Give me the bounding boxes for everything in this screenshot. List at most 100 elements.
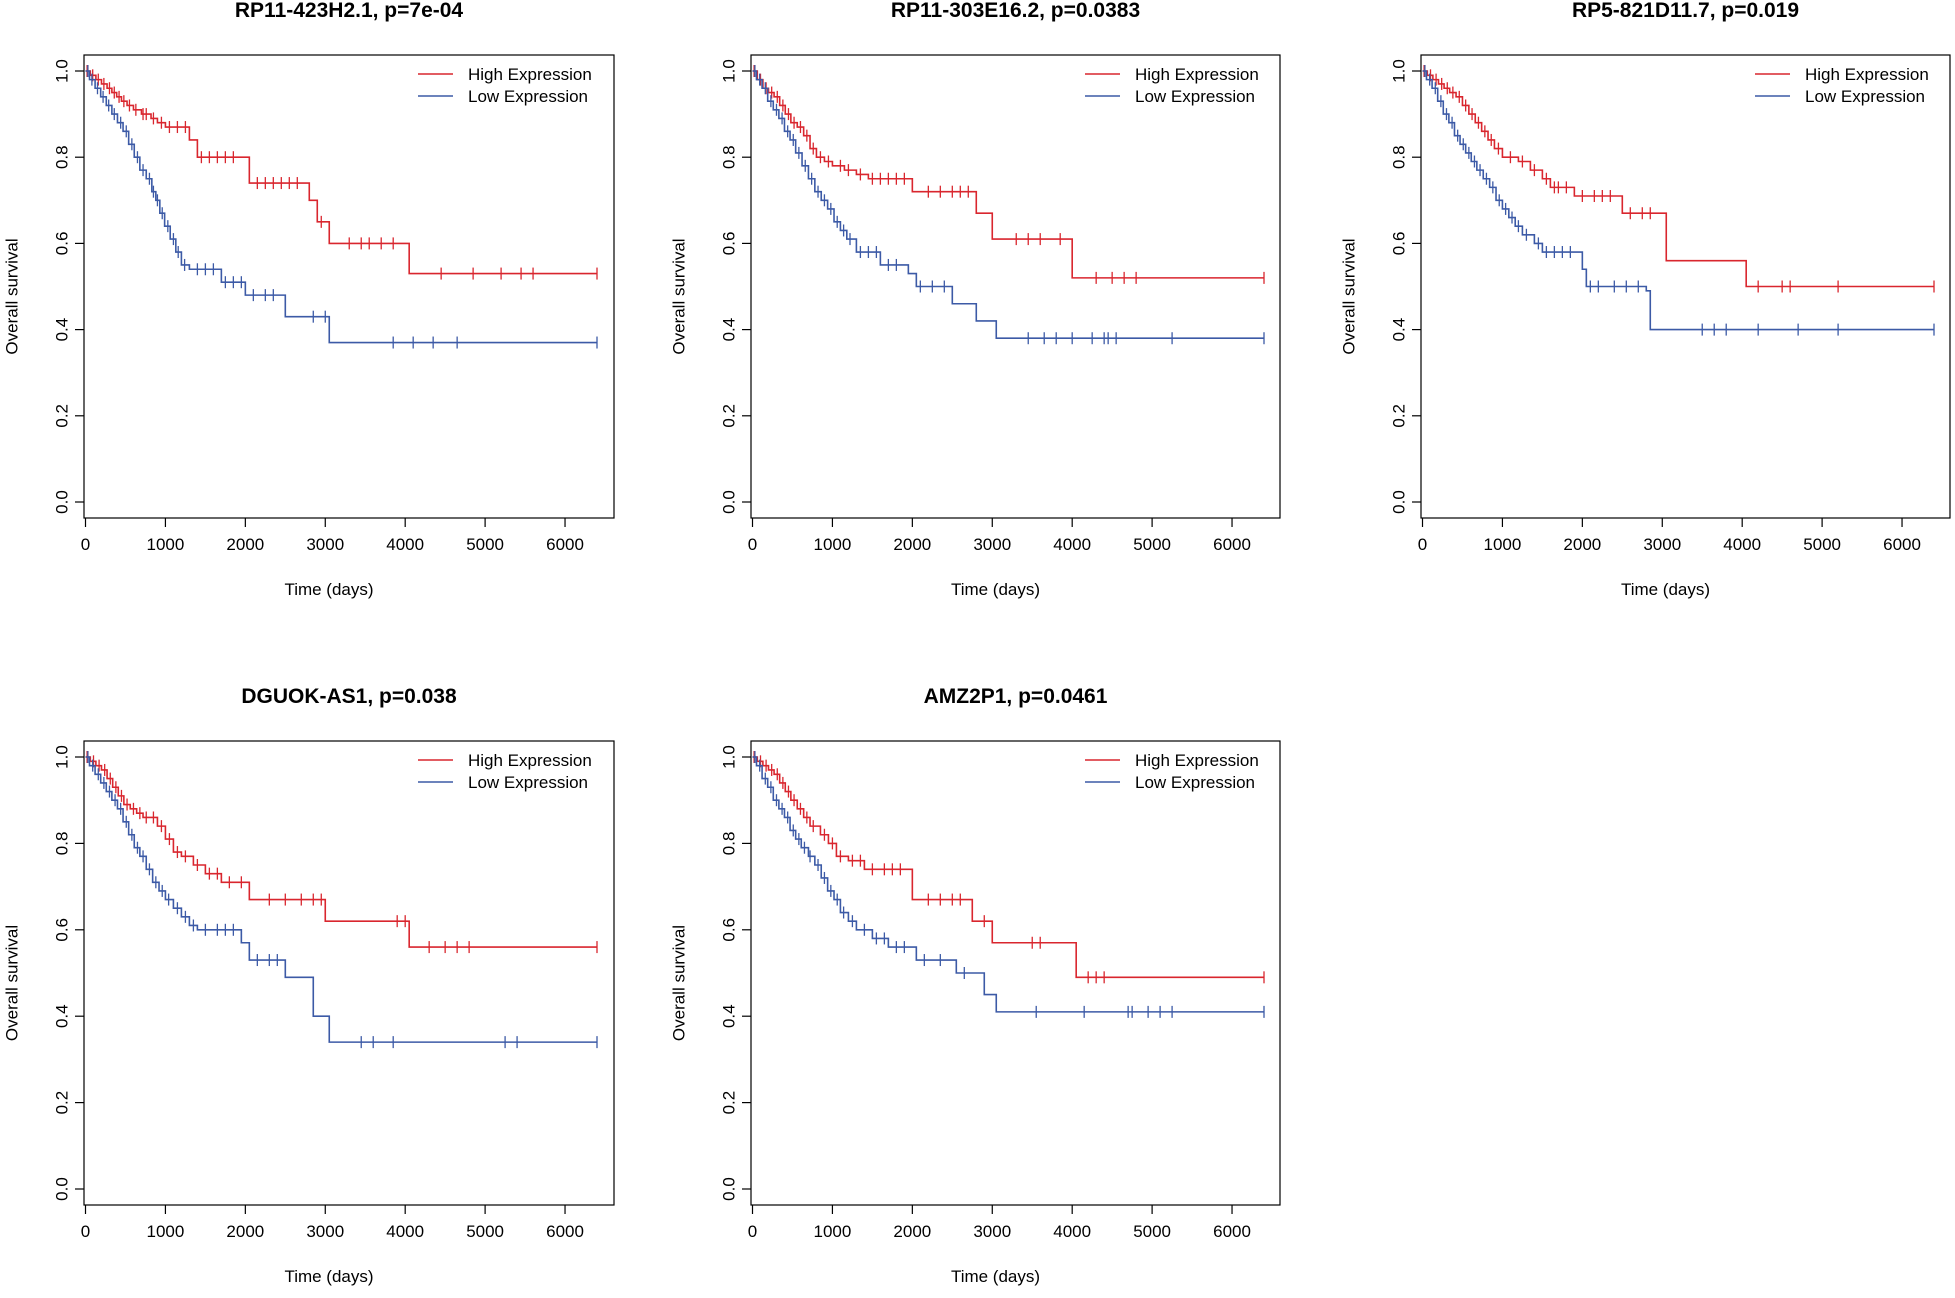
x-tick-label: 5000 bbox=[1133, 535, 1171, 554]
plot-frame bbox=[83, 54, 615, 519]
y-tick-label: 0.2 bbox=[53, 404, 72, 428]
x-tick-label: 1000 bbox=[1484, 535, 1522, 554]
y-tick-label: 0.6 bbox=[720, 918, 739, 942]
km-panel-5: AMZ2P1, p=0.0461 0 1000 2000 3000 4000 5000 600… bbox=[670, 685, 1281, 1286]
km-panel-4: DGUOK-AS1, p=0.038 0 1000 2000 3000 4000 5000 6… bbox=[3, 685, 615, 1286]
series-high-expression bbox=[752, 751, 1265, 984]
y-tick-label: 0.2 bbox=[1390, 404, 1409, 428]
legend-label: High Expression bbox=[468, 751, 592, 770]
y-tick-label: 0.6 bbox=[53, 232, 72, 256]
panel-title: RP11-423H2.1, p=7e-04 bbox=[235, 0, 464, 22]
x-tick-label: 6000 bbox=[1213, 535, 1251, 554]
plot-frame bbox=[750, 54, 1281, 519]
x-tick-label: 0 bbox=[81, 535, 90, 554]
plot-frame bbox=[750, 740, 1281, 1206]
y-tick-label: 0.8 bbox=[53, 145, 72, 169]
y-axis-label: Overall survival bbox=[670, 925, 689, 1041]
x-tick-label: 2000 bbox=[893, 1222, 931, 1241]
x-tick-label: 5000 bbox=[466, 535, 504, 554]
y-tick-label: 1.0 bbox=[1390, 59, 1409, 83]
x-tick-label: 4000 bbox=[386, 1222, 424, 1241]
x-tick-label: 5000 bbox=[1803, 535, 1841, 554]
km-panel-3: RP5-821D11.7, p=0.019 0 1000 2000 3000 4000 50… bbox=[1340, 0, 1951, 599]
x-tick-label: 1000 bbox=[814, 1222, 852, 1241]
series-low-expression bbox=[752, 751, 1265, 1018]
series-high-expression bbox=[85, 65, 598, 280]
x-axis-label: Time (days) bbox=[1621, 580, 1710, 599]
y-tick-label: 0.0 bbox=[1390, 490, 1409, 514]
survival-curve bbox=[85, 70, 597, 344]
survival-curve bbox=[752, 70, 1264, 340]
x-tick-label: 4000 bbox=[1053, 1222, 1091, 1241]
panel-title: AMZ2P1, p=0.0461 bbox=[924, 685, 1108, 708]
y-tick-label: 0.2 bbox=[720, 1091, 739, 1115]
x-tick-label: 3000 bbox=[1643, 535, 1681, 554]
x-tick-label: 5000 bbox=[466, 1222, 504, 1241]
x-tick-label: 2000 bbox=[893, 535, 931, 554]
y-tick-label: 0.6 bbox=[720, 232, 739, 256]
x-tick-label: 1000 bbox=[147, 535, 185, 554]
x-tick-label: 0 bbox=[748, 1222, 757, 1241]
survival-curve bbox=[1422, 70, 1934, 288]
y-tick-label: 1.0 bbox=[53, 59, 72, 83]
legend-label: Low Expression bbox=[468, 87, 588, 106]
legend-label: High Expression bbox=[1805, 65, 1929, 84]
series-low-expression bbox=[85, 751, 598, 1049]
x-tick-label: 2000 bbox=[226, 535, 264, 554]
y-tick-label: 0.8 bbox=[1390, 145, 1409, 169]
legend-label: Low Expression bbox=[1135, 773, 1255, 792]
survival-curve bbox=[1422, 70, 1934, 331]
x-tick-label: 0 bbox=[1418, 535, 1427, 554]
y-tick-label: 0.8 bbox=[720, 832, 739, 856]
x-axis-label: Time (days) bbox=[951, 580, 1040, 599]
legend-label: High Expression bbox=[1135, 65, 1259, 84]
y-tick-label: 0.6 bbox=[1390, 232, 1409, 256]
km-panel-2: RP11-303E16.2, p=0.0383 0 1000 2000 3000 4000… bbox=[670, 0, 1281, 599]
x-tick-label: 6000 bbox=[546, 535, 584, 554]
y-tick-label: 0.2 bbox=[53, 1091, 72, 1115]
series-low-expression bbox=[752, 65, 1265, 345]
y-tick-label: 0.4 bbox=[1390, 318, 1409, 342]
panel-title: RP5-821D11.7, p=0.019 bbox=[1572, 0, 1799, 22]
x-tick-label: 5000 bbox=[1133, 1222, 1171, 1241]
x-tick-label: 2000 bbox=[226, 1222, 264, 1241]
km-panel-1: RP11-423H2.1, p=7e-04 0 1000 2000 3000 4000 50… bbox=[3, 0, 615, 599]
x-tick-label: 1000 bbox=[814, 535, 852, 554]
y-tick-label: 1.0 bbox=[720, 59, 739, 83]
y-tick-label: 0.8 bbox=[720, 145, 739, 169]
y-tick-label: 0.2 bbox=[720, 404, 739, 428]
x-tick-label: 1000 bbox=[147, 1222, 185, 1241]
x-tick-label: 4000 bbox=[1053, 535, 1091, 554]
series-high-expression bbox=[752, 65, 1265, 284]
y-tick-label: 0.0 bbox=[720, 490, 739, 514]
y-tick-label: 0.4 bbox=[720, 318, 739, 342]
legend-label: Low Expression bbox=[1135, 87, 1255, 106]
legend-label: High Expression bbox=[1135, 751, 1259, 770]
y-tick-label: 0.4 bbox=[53, 318, 72, 342]
x-tick-label: 2000 bbox=[1563, 535, 1601, 554]
y-axis-label: Overall survival bbox=[3, 238, 22, 354]
x-axis-label: Time (days) bbox=[284, 580, 373, 599]
series-high-expression bbox=[85, 751, 598, 954]
y-tick-label: 1.0 bbox=[53, 745, 72, 769]
x-tick-label: 3000 bbox=[973, 1222, 1011, 1241]
series-high-expression bbox=[1422, 65, 1935, 293]
y-tick-label: 0.4 bbox=[53, 1004, 72, 1028]
legend-label: Low Expression bbox=[1805, 87, 1925, 106]
x-axis-label: Time (days) bbox=[284, 1267, 373, 1286]
survival-curve bbox=[85, 756, 597, 1043]
y-tick-label: 0.0 bbox=[53, 1177, 72, 1201]
y-axis-label: Overall survival bbox=[3, 925, 22, 1041]
y-tick-label: 0.0 bbox=[53, 490, 72, 514]
legend-label: Low Expression bbox=[468, 773, 588, 792]
y-tick-label: 0.8 bbox=[53, 832, 72, 856]
x-tick-label: 3000 bbox=[973, 535, 1011, 554]
x-tick-label: 6000 bbox=[546, 1222, 584, 1241]
y-tick-label: 0.6 bbox=[53, 918, 72, 942]
x-tick-label: 4000 bbox=[386, 535, 424, 554]
x-tick-label: 6000 bbox=[1883, 535, 1921, 554]
plot-frame bbox=[83, 740, 615, 1206]
survival-curve bbox=[85, 756, 597, 948]
y-tick-label: 0.0 bbox=[720, 1177, 739, 1201]
